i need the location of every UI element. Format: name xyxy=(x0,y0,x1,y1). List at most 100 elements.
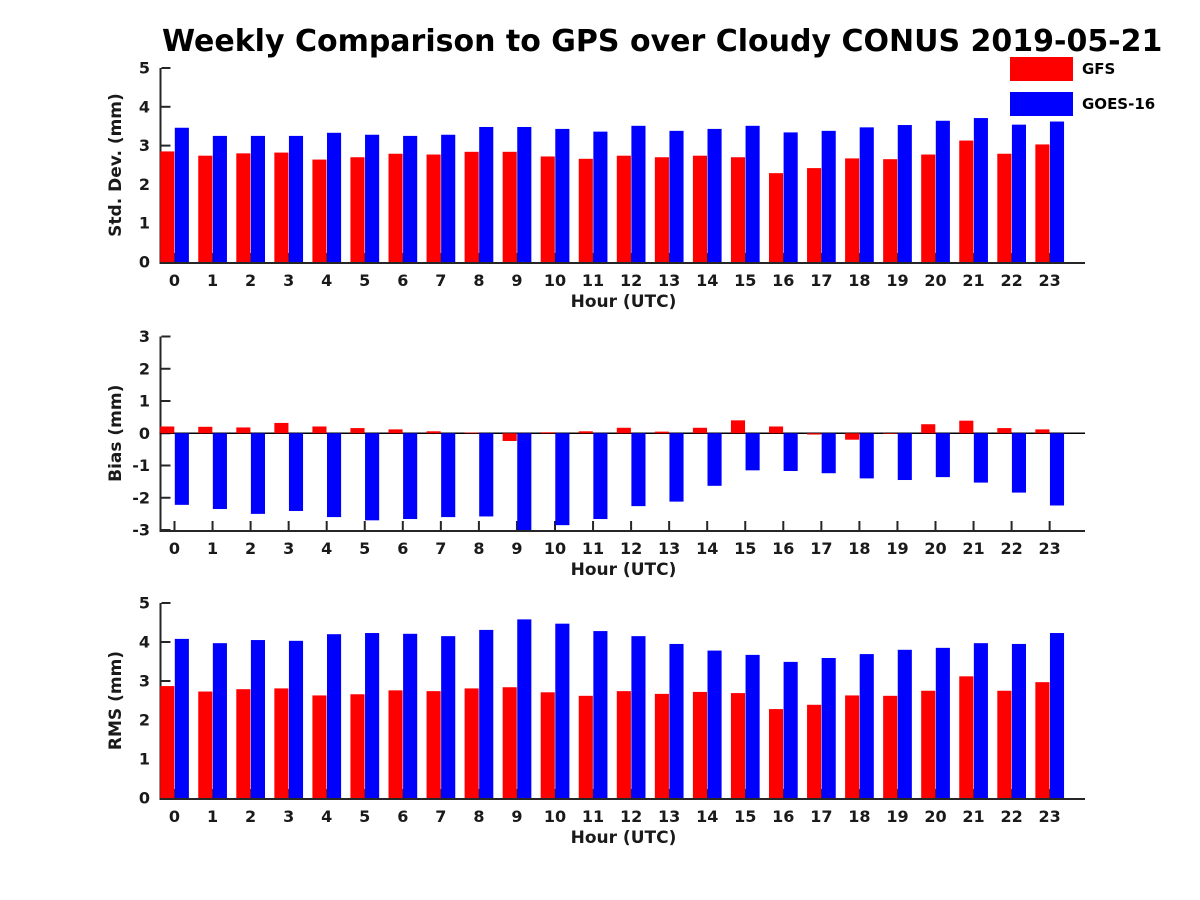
bar-goes-16-h12 xyxy=(631,433,646,507)
bar-gfs-h0 xyxy=(160,151,175,262)
x-tick-label: 0 xyxy=(169,807,180,826)
bar-gfs-h8 xyxy=(464,151,479,262)
bar-goes-16-h19 xyxy=(897,649,912,798)
bar-gfs-h6 xyxy=(388,153,403,262)
x-tick-label: 2 xyxy=(245,539,256,558)
x-tick-label: 21 xyxy=(962,807,984,826)
bar-goes-16-h9 xyxy=(517,126,532,262)
bar-gfs-h5 xyxy=(350,157,365,262)
y-tick-label: 0 xyxy=(139,253,150,272)
x-tick-label: 0 xyxy=(169,539,180,558)
bar-gfs-h19 xyxy=(883,159,898,262)
x-tick-label: 6 xyxy=(397,807,408,826)
x-tick-label: 10 xyxy=(544,271,566,290)
bar-goes-16-h13 xyxy=(669,130,684,262)
x-axis-line xyxy=(159,262,1085,264)
legend-swatch-goes16 xyxy=(1010,92,1073,116)
bar-goes-16-h22 xyxy=(1011,643,1026,798)
x-tick-label: 17 xyxy=(810,807,832,826)
bar-goes-16-h23 xyxy=(1049,433,1065,506)
x-tick-label: 22 xyxy=(1000,807,1022,826)
bar-gfs-h20 xyxy=(921,690,936,798)
x-tick-label: 17 xyxy=(810,271,832,290)
x-tick-label: 7 xyxy=(435,539,446,558)
bar-goes-16-h12 xyxy=(631,636,646,798)
bar-gfs-h11 xyxy=(578,431,593,434)
bar-goes-16-h20 xyxy=(935,433,950,478)
x-tick-label: 9 xyxy=(511,807,522,826)
y-tick-label: 4 xyxy=(139,633,150,652)
bar-goes-16-h9 xyxy=(517,619,532,798)
x-tick-label: 3 xyxy=(283,807,294,826)
bar-gfs-h2 xyxy=(236,153,251,262)
bar-gfs-h16 xyxy=(769,426,784,434)
bar-gfs-h10 xyxy=(540,156,555,262)
y-tick-label: -2 xyxy=(132,488,150,507)
bar-goes-16-h0 xyxy=(174,638,189,798)
bar-goes-16-h1 xyxy=(212,433,227,510)
bar-goes-16-h7 xyxy=(441,433,456,518)
bar-goes-16-h19 xyxy=(897,125,912,262)
bar-gfs-h4 xyxy=(312,695,327,798)
bar-goes-16-h21 xyxy=(973,118,988,262)
x-tick-label: 23 xyxy=(1039,807,1061,826)
x-tick-label: 19 xyxy=(886,807,908,826)
bar-gfs-h1 xyxy=(198,691,213,798)
x-tick-label: 0 xyxy=(169,271,180,290)
bar-gfs-h12 xyxy=(616,691,631,798)
legend-label-goes16: GOES-16 xyxy=(1082,95,1156,113)
x-axis-title: Hour (UTC) xyxy=(571,292,677,312)
x-tick-label: 5 xyxy=(359,271,370,290)
bar-goes-16-h6 xyxy=(403,433,418,520)
bar-goes-16-h7 xyxy=(441,636,456,798)
x-tick-label: 3 xyxy=(283,271,294,290)
x-tick-label: 16 xyxy=(772,807,794,826)
y-tick-label: 0 xyxy=(139,789,150,808)
bar-goes-16-h7 xyxy=(441,134,456,262)
bar-goes-16-h16 xyxy=(783,661,798,798)
y-tick-label: 2 xyxy=(139,711,150,730)
x-tick-label: 23 xyxy=(1039,271,1061,290)
bar-goes-16-h0 xyxy=(174,433,189,505)
bar-gfs-h15 xyxy=(730,693,746,798)
bar-goes-16-h18 xyxy=(859,654,874,798)
bar-gfs-h20 xyxy=(921,424,936,434)
bar-gfs-h13 xyxy=(654,693,669,798)
x-tick-label: 21 xyxy=(962,539,984,558)
bar-goes-16-h16 xyxy=(783,132,798,262)
bar-gfs-h23 xyxy=(1035,144,1050,262)
bar-goes-16-h14 xyxy=(707,650,722,798)
legend-item-goes16: GOES-16 xyxy=(1010,92,1155,116)
bar-goes-16-h9 xyxy=(517,433,532,530)
y-tick-label: -3 xyxy=(132,521,150,540)
bar-gfs-h9 xyxy=(502,433,517,441)
x-tick-label: 9 xyxy=(511,539,522,558)
x-tick-label: 22 xyxy=(1000,539,1022,558)
bar-goes-16-h1 xyxy=(212,643,227,798)
bar-gfs-h20 xyxy=(921,154,936,262)
bar-gfs-h0 xyxy=(160,426,175,434)
bar-gfs-h21 xyxy=(959,676,974,798)
x-tick-label: 18 xyxy=(848,271,870,290)
bar-gfs-h4 xyxy=(312,159,327,262)
bar-goes-16-h1 xyxy=(212,135,227,262)
y-axis-line xyxy=(159,336,162,532)
bar-gfs-h23 xyxy=(1035,429,1050,434)
x-tick-label: 18 xyxy=(848,807,870,826)
bar-goes-16-h17 xyxy=(821,130,836,262)
x-tick-label: 19 xyxy=(886,539,908,558)
bar-gfs-h11 xyxy=(578,158,593,262)
y-tick-label: 1 xyxy=(139,392,150,411)
x-tick-label: 7 xyxy=(435,271,446,290)
bar-gfs-h16 xyxy=(769,709,784,798)
x-tick-label: 2 xyxy=(245,807,256,826)
bar-gfs-h21 xyxy=(959,420,974,434)
bar-goes-16-h2 xyxy=(250,640,265,798)
bar-goes-16-h15 xyxy=(745,433,760,471)
bar-gfs-h6 xyxy=(388,690,403,798)
bar-gfs-h15 xyxy=(730,157,746,262)
x-axis-title: Hour (UTC) xyxy=(571,560,677,580)
y-axis-title: Bias (mm) xyxy=(106,385,126,482)
